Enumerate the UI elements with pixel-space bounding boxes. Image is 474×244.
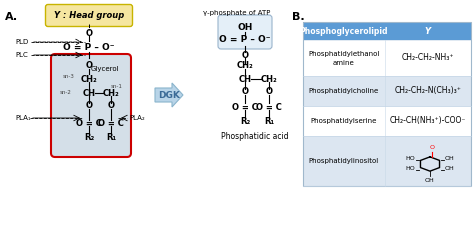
Text: HO: HO	[405, 156, 415, 162]
Text: amine: amine	[333, 60, 355, 66]
Text: B.: B.	[292, 12, 305, 22]
Bar	[303, 22, 471, 186]
Text: CH₂: CH₂	[237, 61, 254, 71]
Text: O: O	[265, 88, 273, 96]
Text: Y: Y	[425, 27, 431, 35]
Text: A.: A.	[5, 12, 18, 22]
Text: R₂: R₂	[84, 132, 94, 142]
FancyBboxPatch shape	[46, 4, 133, 27]
Text: OH: OH	[445, 156, 455, 162]
Text: CH₂-CH₂-N(CH₃)₃⁺: CH₂-CH₂-N(CH₃)₃⁺	[394, 87, 461, 95]
Text: Phosphoglycerolipid: Phosphoglycerolipid	[300, 27, 388, 35]
Text: Phosphatidylcholine: Phosphatidylcholine	[309, 88, 379, 94]
Text: OH: OH	[237, 23, 253, 32]
Text: R₂: R₂	[240, 116, 250, 125]
Text: OH: OH	[425, 178, 435, 183]
Text: O: O	[108, 102, 115, 111]
Text: CH₂-CH(NH₃⁺)-COO⁻: CH₂-CH(NH₃⁺)-COO⁻	[390, 116, 466, 125]
Text: O = C: O = C	[232, 102, 258, 112]
Text: sn-1: sn-1	[111, 84, 123, 90]
Text: sn-2: sn-2	[60, 90, 72, 94]
Text: γ-phosphate of ATP: γ-phosphate of ATP	[203, 10, 271, 16]
Text: O: O	[241, 88, 248, 96]
Bar	[303, 106, 471, 136]
Text: R₁: R₁	[264, 116, 274, 125]
Text: PLA₁: PLA₁	[15, 115, 31, 121]
Text: R₁: R₁	[106, 132, 116, 142]
Text: CH₂: CH₂	[103, 89, 119, 98]
Text: Phosphatidylinositol: Phosphatidylinositol	[309, 158, 379, 164]
Text: Phosphatidylserine: Phosphatidylserine	[311, 118, 377, 124]
Text: sn-3: sn-3	[63, 74, 75, 80]
FancyBboxPatch shape	[51, 54, 131, 157]
Text: CH: CH	[238, 74, 252, 83]
Text: PLD: PLD	[15, 39, 28, 45]
Text: Glycerol: Glycerol	[91, 66, 119, 72]
Text: O = C: O = C	[256, 102, 282, 112]
Text: O: O	[241, 51, 248, 60]
Text: PLA₂: PLA₂	[129, 115, 145, 121]
Text: O = P – O⁻: O = P – O⁻	[63, 43, 115, 52]
FancyBboxPatch shape	[218, 15, 272, 49]
Text: CH₂: CH₂	[81, 74, 97, 83]
Text: O = C: O = C	[98, 119, 124, 128]
Bar	[303, 22, 471, 40]
Text: DGK: DGK	[158, 91, 180, 100]
Polygon shape	[155, 83, 183, 107]
Text: PLC: PLC	[15, 52, 28, 58]
Text: Phosphatidylethanol: Phosphatidylethanol	[308, 51, 380, 57]
Text: O: O	[85, 61, 92, 71]
Text: O = C: O = C	[76, 119, 102, 128]
Text: CH: CH	[82, 89, 95, 98]
Text: HO: HO	[405, 166, 415, 172]
Text: Y : Head group: Y : Head group	[54, 11, 124, 20]
Bar	[303, 76, 471, 106]
Bar	[303, 40, 471, 76]
Text: O: O	[85, 102, 92, 111]
Text: OH: OH	[445, 166, 455, 172]
Text: CH₂-CH₂-NH₃⁺: CH₂-CH₂-NH₃⁺	[402, 53, 454, 62]
Bar	[303, 136, 471, 186]
Text: O: O	[85, 29, 92, 38]
Text: O = P – O⁻: O = P – O⁻	[219, 35, 271, 44]
Text: Phosphatidic acid: Phosphatidic acid	[221, 132, 289, 141]
Text: O: O	[429, 145, 435, 150]
Text: CH₂: CH₂	[261, 74, 277, 83]
